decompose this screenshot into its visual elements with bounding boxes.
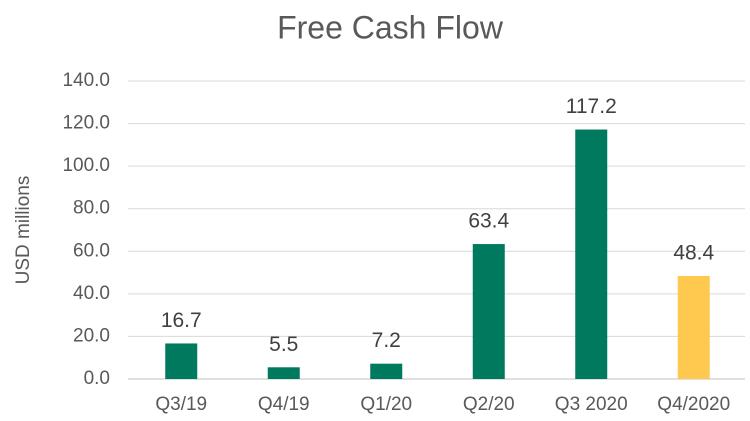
bar <box>575 129 608 379</box>
data-label: 5.5 <box>269 333 298 356</box>
bar <box>370 363 403 379</box>
y-tick-label: 60.0 <box>73 240 110 261</box>
bar <box>677 275 710 379</box>
bar <box>267 367 300 379</box>
x-tick-label: Q3/19 <box>155 394 207 415</box>
y-tick-label: 120.0 <box>62 113 110 134</box>
y-tick-label: 140.0 <box>62 70 110 91</box>
data-label: 7.2 <box>372 329 401 352</box>
chart-title: Free Cash Flow <box>277 9 504 45</box>
data-label: 48.4 <box>673 242 714 265</box>
x-tick-label: Q4/2020 <box>657 394 730 415</box>
data-label: 16.7 <box>161 309 202 332</box>
y-tick-label: 100.0 <box>62 155 110 176</box>
y-tick-label: 80.0 <box>73 198 110 219</box>
bar <box>472 244 505 379</box>
x-tick-label: Q1/20 <box>360 394 412 415</box>
data-label: 63.4 <box>468 210 509 233</box>
bar <box>165 343 198 379</box>
y-tick-label: 40.0 <box>73 283 110 304</box>
x-tick-label: Q3 2020 <box>555 394 628 415</box>
x-tick-label: Q4/19 <box>258 394 310 415</box>
data-label: 117.2 <box>566 95 617 118</box>
x-tick-label: Q2/20 <box>463 394 515 415</box>
y-axis-title: USD millions <box>13 176 34 285</box>
y-tick-label: 0.0 <box>84 368 110 389</box>
y-tick-label: 20.0 <box>73 325 110 346</box>
